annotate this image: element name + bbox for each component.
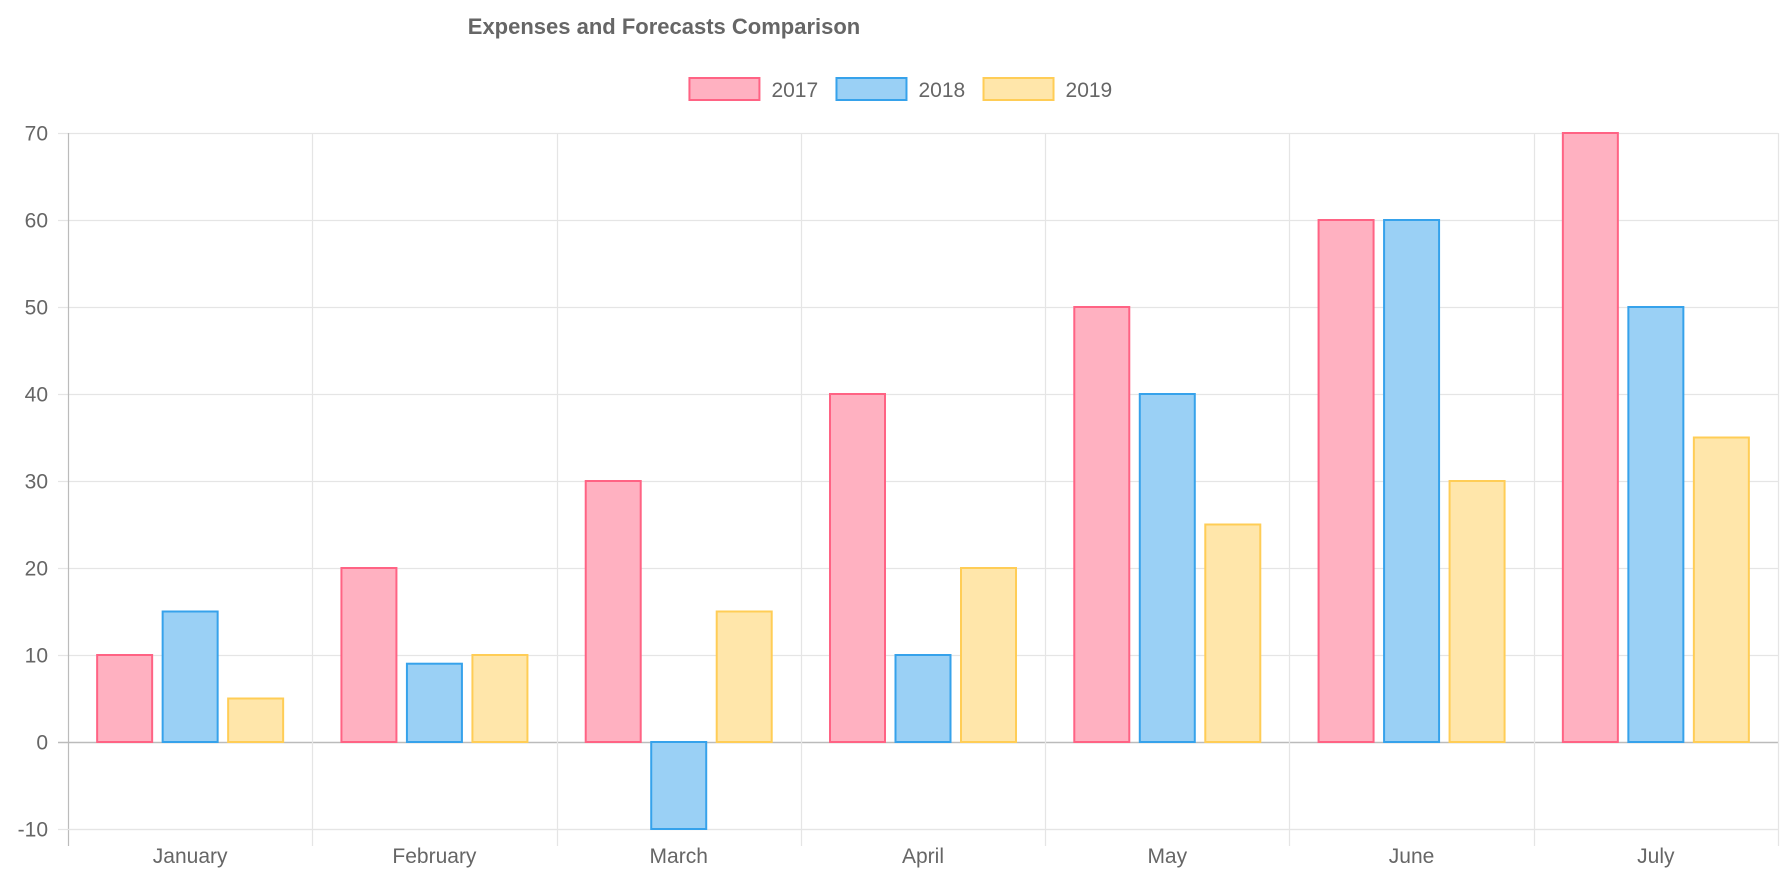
bar-2017-may[interactable] [1073,306,1131,743]
y-tick-label: 10 [25,645,48,668]
legend-label: 2017 [771,79,818,102]
bar-2019-february[interactable] [471,654,529,743]
x-tick-label: June [1389,845,1435,868]
bar-2018-may[interactable] [1138,393,1196,743]
legend-label: 2019 [1066,79,1113,102]
bar-2017-february[interactable] [340,567,398,743]
y-tick-label: 20 [25,558,48,581]
bar-2019-january[interactable] [227,697,285,743]
bar-2018-july[interactable] [1627,306,1685,743]
legend-swatch [982,77,1055,101]
y-tick-label: 30 [25,471,48,494]
legend-item-2017[interactable]: 2017 [688,77,818,102]
y-axis: 70 60 50 40 30 20 10 0 -10 [18,123,48,842]
y-tick-label: 0 [36,732,48,755]
x-tick-label: January [153,845,228,868]
x-tick-label: July [1637,845,1675,868]
x-tick-label: March [650,845,708,868]
bar-2018-march[interactable] [650,741,708,830]
bar-2019-may[interactable] [1204,523,1262,743]
y-tick-label: -10 [18,819,48,842]
x-tick-label: February [392,845,477,868]
y-tick-label: 60 [25,210,48,233]
legend-swatch [835,77,908,101]
legend-item-2018[interactable]: 2018 [835,77,965,102]
bar-2018-june[interactable] [1383,219,1441,743]
bar-2019-april[interactable] [960,567,1017,743]
x-tick-label: April [902,845,944,868]
bar-2018-april[interactable] [894,654,952,743]
legend: 2017 2018 2019 [688,77,1113,102]
y-tick-label: 40 [25,384,48,407]
bar-2017-january[interactable] [96,654,154,743]
bar-2019-june[interactable] [1448,480,1506,743]
y-tick-label: 70 [25,123,48,146]
bars [96,132,1750,830]
legend-swatch [688,77,761,101]
x-axis: January February March April May June July [153,845,1675,868]
bar-2017-march[interactable] [584,480,642,743]
bar-2018-february[interactable] [405,662,463,744]
bar-2017-april[interactable] [829,393,886,743]
bar-2019-july[interactable] [1692,436,1750,743]
bar-2017-june[interactable] [1317,219,1375,743]
legend-item-2019[interactable]: 2019 [982,77,1113,102]
chart-title: Expenses and Forecasts Comparison [468,14,860,39]
x-tick-label: May [1147,845,1187,868]
bar-2019-march[interactable] [715,610,773,743]
bar-2018-january[interactable] [161,610,219,743]
y-tick-label: 50 [25,297,48,320]
bar-2017-july[interactable] [1561,132,1619,743]
legend-label: 2018 [918,79,965,102]
